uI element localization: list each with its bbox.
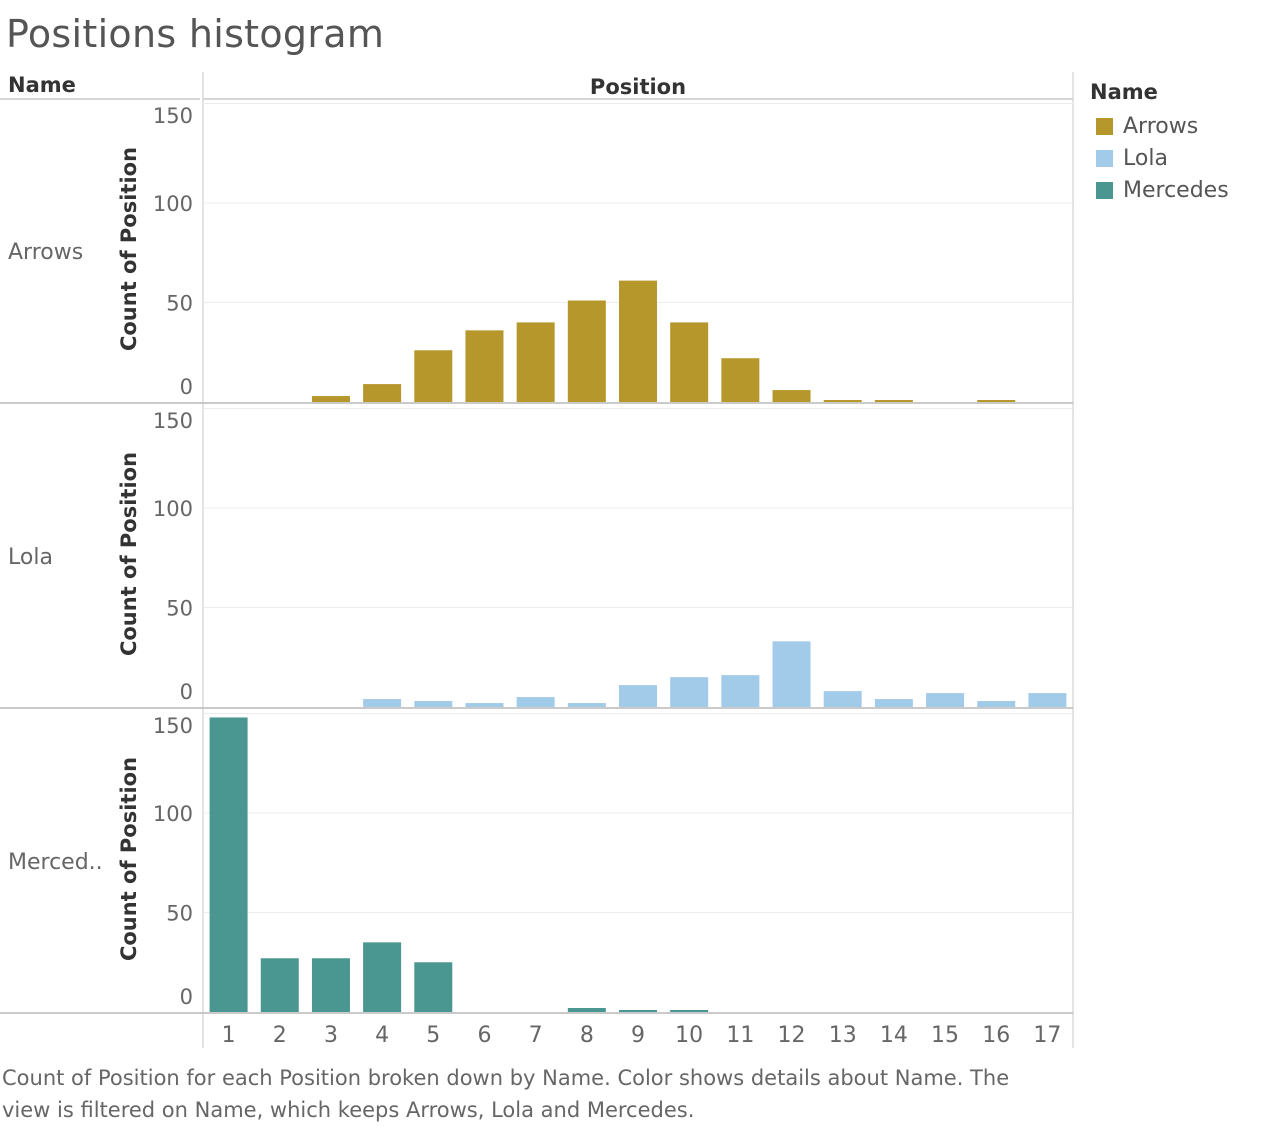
bar — [363, 384, 402, 402]
column-header: Position — [590, 75, 686, 99]
chart-title: Positions histogram — [6, 12, 385, 56]
y-tick-label: 100 — [153, 802, 193, 826]
bar — [772, 390, 811, 402]
legend-label: Lola — [1123, 145, 1168, 171]
bar — [209, 717, 248, 1012]
x-tick-label: 11 — [726, 1023, 754, 1048]
y-tick-label: 50 — [166, 902, 193, 926]
x-tick-label: 7 — [529, 1023, 543, 1048]
bar — [465, 330, 504, 402]
x-tick-label: 2 — [273, 1023, 287, 1048]
bar — [1028, 693, 1067, 707]
y-tick-label: 150 — [153, 104, 193, 128]
x-tick-label: 16 — [982, 1023, 1010, 1048]
y-tick-label: 150 — [153, 714, 193, 738]
bar — [721, 358, 760, 402]
bar — [414, 701, 453, 707]
row-label: Merced.. — [8, 850, 103, 875]
y-axis-title: Count of Position — [117, 147, 141, 351]
x-tick-label: 14 — [880, 1023, 908, 1048]
bar — [619, 280, 657, 402]
y-tick-label: 100 — [153, 497, 193, 521]
bar — [567, 1008, 606, 1012]
bar — [465, 703, 504, 707]
x-tick-label: 10 — [675, 1023, 703, 1048]
x-tick-label: 8 — [580, 1023, 594, 1048]
bar — [670, 322, 709, 402]
x-tick-label: 17 — [1033, 1023, 1061, 1048]
bar — [721, 675, 760, 707]
x-tick-label: 12 — [778, 1023, 806, 1048]
y-tick-label: 50 — [166, 292, 193, 316]
y-tick-label: 0 — [180, 680, 193, 704]
x-tick-label: 3 — [324, 1023, 338, 1048]
bar — [874, 400, 913, 402]
bar — [567, 703, 606, 707]
bar — [823, 691, 862, 707]
bar — [414, 350, 453, 402]
bar — [516, 322, 555, 402]
bar — [977, 701, 1016, 707]
caption-line: Count of Position for each Position brok… — [2, 1066, 1010, 1090]
x-tick-label: 4 — [375, 1023, 389, 1048]
bar — [567, 300, 606, 402]
row-label: Lola — [8, 545, 53, 570]
legend-item-arrows[interactable]: Arrows — [1090, 110, 1229, 142]
bar — [874, 699, 913, 707]
bar — [516, 697, 555, 707]
bar — [926, 693, 965, 707]
bar — [670, 1010, 709, 1012]
legend-item-mercedes[interactable]: Mercedes — [1090, 174, 1229, 206]
bar — [260, 958, 299, 1012]
legend-swatch-mercedes — [1096, 181, 1113, 199]
row-header: Name — [8, 73, 76, 97]
y-tick-label: 100 — [153, 192, 193, 216]
y-axis-title: Count of Position — [117, 757, 141, 961]
x-tick-label: 9 — [631, 1023, 645, 1048]
legend-swatch-arrows — [1096, 117, 1113, 135]
legend-label: Mercedes — [1123, 177, 1229, 203]
legend: Name Arrows Lola Mercedes — [1090, 80, 1229, 206]
legend-swatch-lola — [1096, 149, 1113, 167]
bar — [823, 400, 862, 402]
bar — [619, 685, 657, 707]
y-tick-label: 50 — [166, 597, 193, 621]
x-tick-label: 1 — [222, 1023, 236, 1048]
bar — [619, 1010, 657, 1012]
x-tick-label: 13 — [829, 1023, 857, 1048]
bar — [363, 699, 402, 707]
chart-caption: Count of Position for each Position brok… — [2, 1062, 1062, 1126]
y-tick-label: 0 — [180, 985, 193, 1009]
bar — [772, 641, 811, 707]
x-tick-label: 6 — [477, 1023, 491, 1048]
bar — [363, 942, 402, 1012]
x-tick-label: 5 — [426, 1023, 440, 1048]
y-tick-label: 150 — [153, 409, 193, 433]
bar — [977, 400, 1016, 402]
x-tick-label: 15 — [931, 1023, 959, 1048]
bar — [670, 677, 709, 707]
legend-label: Arrows — [1123, 113, 1199, 139]
y-tick-label: 0 — [180, 375, 193, 399]
bar — [414, 962, 453, 1012]
bar — [311, 396, 350, 402]
y-axis-title: Count of Position — [117, 452, 141, 656]
caption-line: view is filtered on Name, which keeps Ar… — [2, 1098, 695, 1122]
legend-title: Name — [1090, 80, 1158, 104]
bar — [311, 958, 350, 1012]
row-label: Arrows — [8, 240, 83, 265]
legend-item-lola[interactable]: Lola — [1090, 142, 1229, 174]
